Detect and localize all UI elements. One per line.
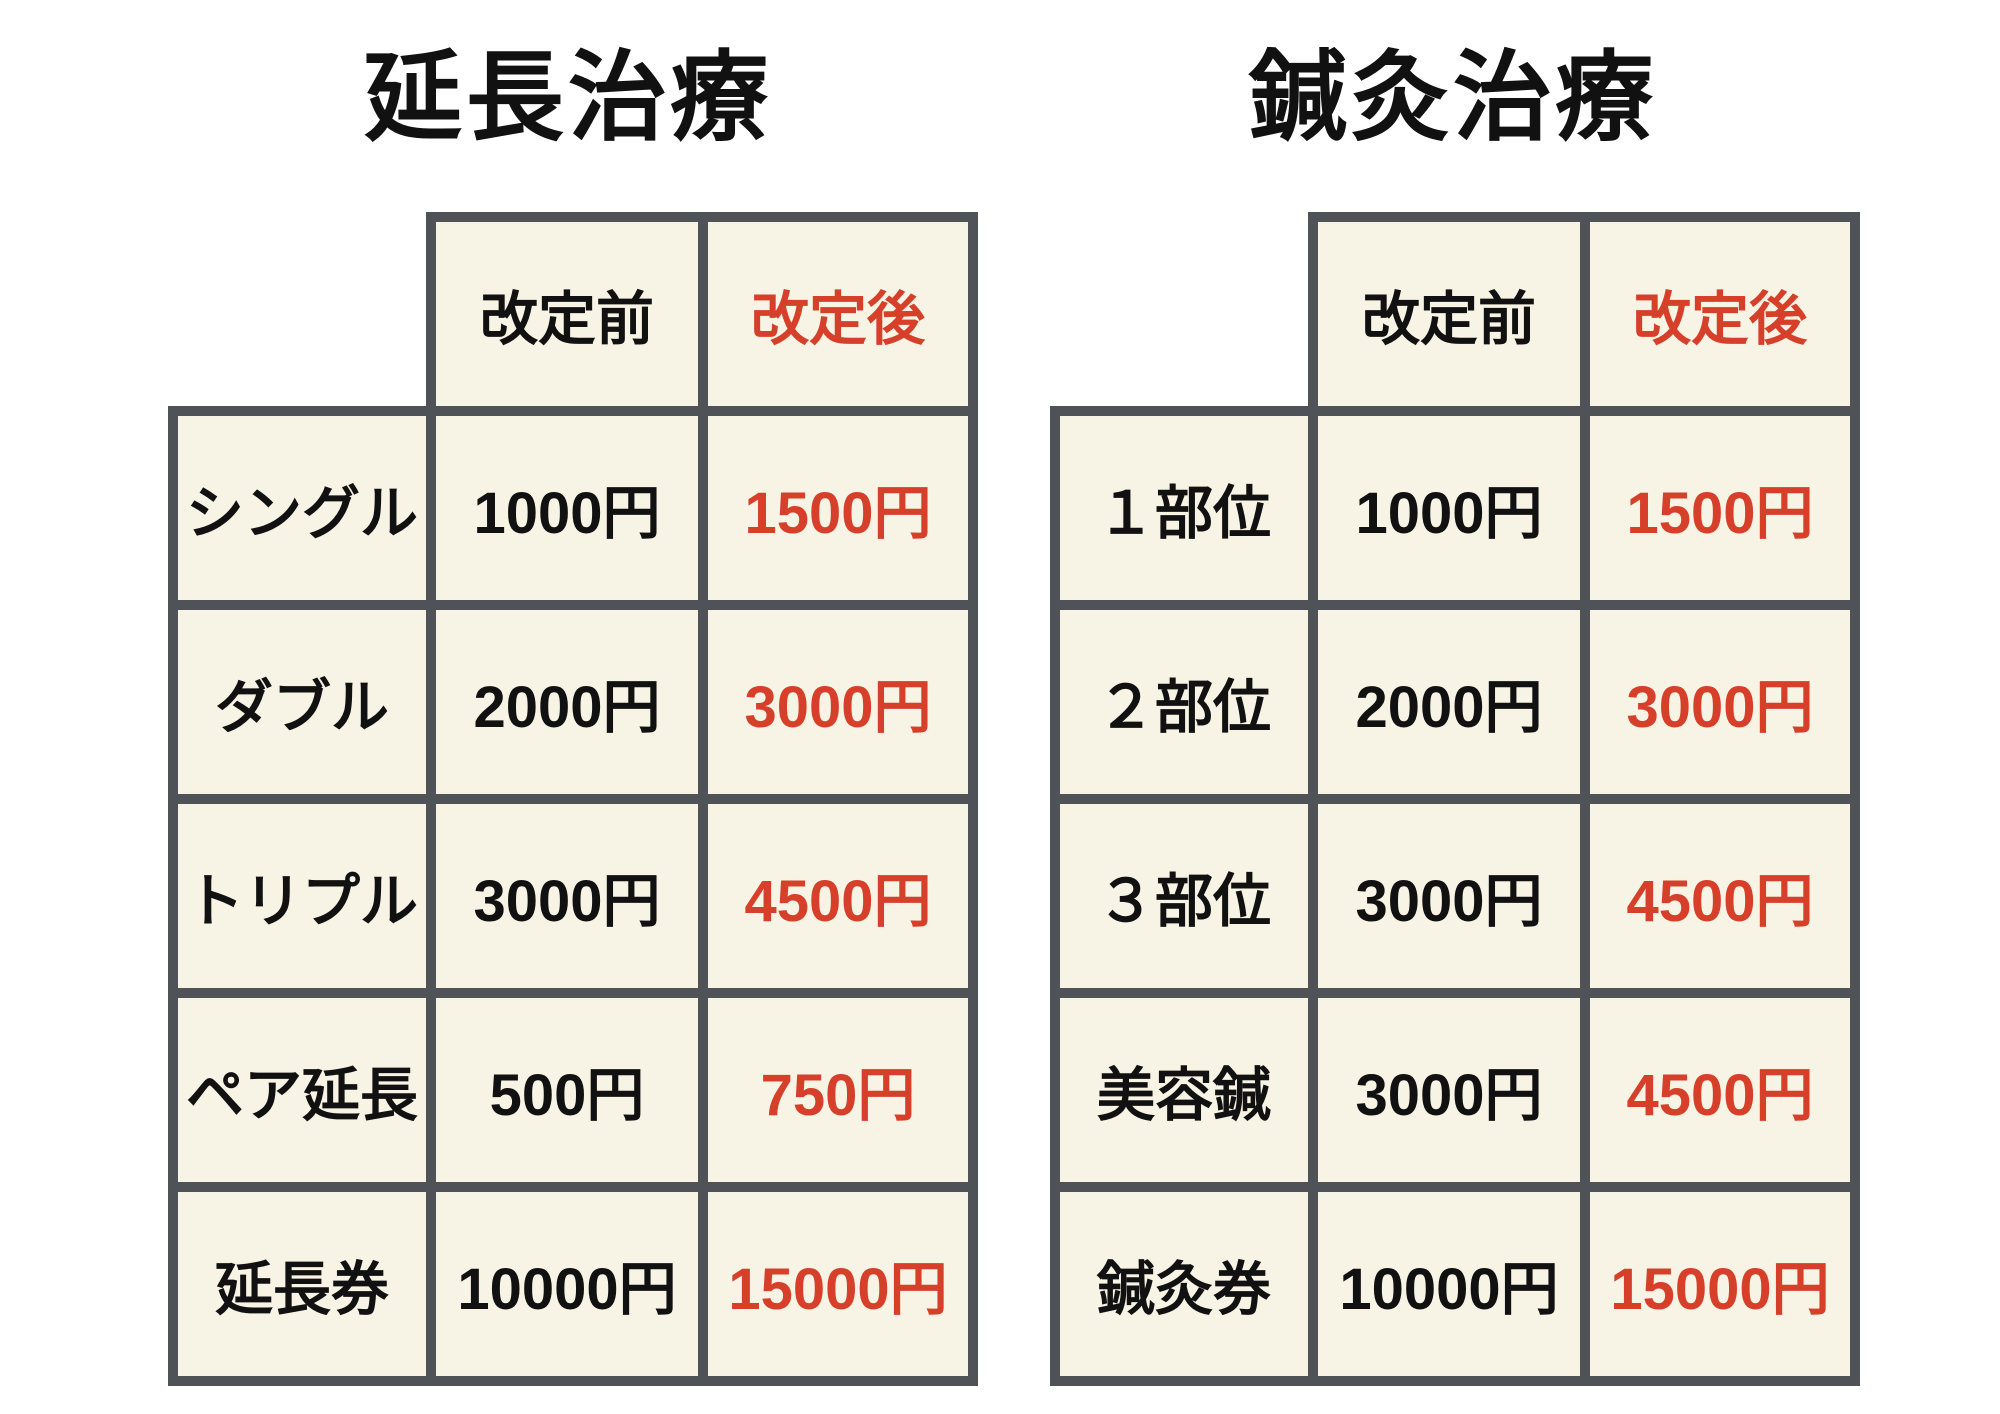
extension-treatment-price-table: 改定前 改定後 シングル 1000円 1500円 ダブル 2000円 3000円… xyxy=(168,212,978,1386)
price-after-cell: 4500円 xyxy=(1580,794,1860,998)
row-label-cell: 延長券 xyxy=(168,1182,436,1386)
table-row: トリプル 3000円 4500円 xyxy=(168,794,978,998)
row-label-cell: シングル xyxy=(168,406,436,610)
before-column-header: 改定前 xyxy=(1308,212,1590,416)
blank-corner-cell xyxy=(173,217,431,411)
table-row: 鍼灸券 10000円 15000円 xyxy=(1050,1182,1860,1386)
price-after-cell: 750円 xyxy=(698,988,978,1192)
table-row: ダブル 2000円 3000円 xyxy=(168,600,978,804)
table-row: ２部位 2000円 3000円 xyxy=(1050,600,1860,804)
price-before-cell: 3000円 xyxy=(426,794,708,998)
price-after-cell: 15000円 xyxy=(1580,1182,1860,1386)
table-row: １部位 1000円 1500円 xyxy=(1050,406,1860,610)
price-after-cell: 3000円 xyxy=(1580,600,1860,804)
price-after-cell: 1500円 xyxy=(1580,406,1860,610)
price-before-cell: 10000円 xyxy=(1308,1182,1590,1386)
right-table-title: 鍼灸治療 xyxy=(1248,42,1657,152)
price-before-cell: 500円 xyxy=(426,988,708,1192)
table-row: 延長券 10000円 15000円 xyxy=(168,1182,978,1386)
table-row: シングル 1000円 1500円 xyxy=(168,406,978,610)
before-column-header: 改定前 xyxy=(426,212,708,416)
price-after-cell: 4500円 xyxy=(698,794,978,998)
price-before-cell: 2000円 xyxy=(426,600,708,804)
after-column-header: 改定後 xyxy=(698,212,978,416)
price-after-cell: 3000円 xyxy=(698,600,978,804)
blank-corner-cell xyxy=(1055,217,1313,411)
row-label-cell: 美容鍼 xyxy=(1050,988,1318,1192)
row-label-cell: トリプル xyxy=(168,794,436,998)
price-after-cell: 15000円 xyxy=(698,1182,978,1386)
price-after-cell: 1500円 xyxy=(698,406,978,610)
table-row: 美容鍼 3000円 4500円 xyxy=(1050,988,1860,1192)
price-before-cell: 3000円 xyxy=(1308,988,1590,1192)
row-label-cell: ３部位 xyxy=(1050,794,1318,998)
acupuncture-treatment-price-table: 改定前 改定後 １部位 1000円 1500円 ２部位 2000円 3000円 … xyxy=(1050,212,1860,1386)
table-row: ３部位 3000円 4500円 xyxy=(1050,794,1860,998)
row-label-cell: １部位 xyxy=(1050,406,1318,610)
price-before-cell: 1000円 xyxy=(426,406,708,610)
row-label-cell: ダブル xyxy=(168,600,436,804)
header-row: 改定前 改定後 xyxy=(1055,212,1860,416)
row-label-cell: 鍼灸券 xyxy=(1050,1182,1318,1386)
header-row: 改定前 改定後 xyxy=(173,212,978,416)
left-table-title: 延長治療 xyxy=(363,42,772,152)
table-row: ペア延長 500円 750円 xyxy=(168,988,978,1192)
after-column-header: 改定後 xyxy=(1580,212,1860,416)
price-after-cell: 4500円 xyxy=(1580,988,1860,1192)
price-before-cell: 10000円 xyxy=(426,1182,708,1386)
price-before-cell: 3000円 xyxy=(1308,794,1590,998)
row-label-cell: ２部位 xyxy=(1050,600,1318,804)
price-before-cell: 2000円 xyxy=(1308,600,1590,804)
price-before-cell: 1000円 xyxy=(1308,406,1590,610)
row-label-cell: ペア延長 xyxy=(168,988,436,1192)
